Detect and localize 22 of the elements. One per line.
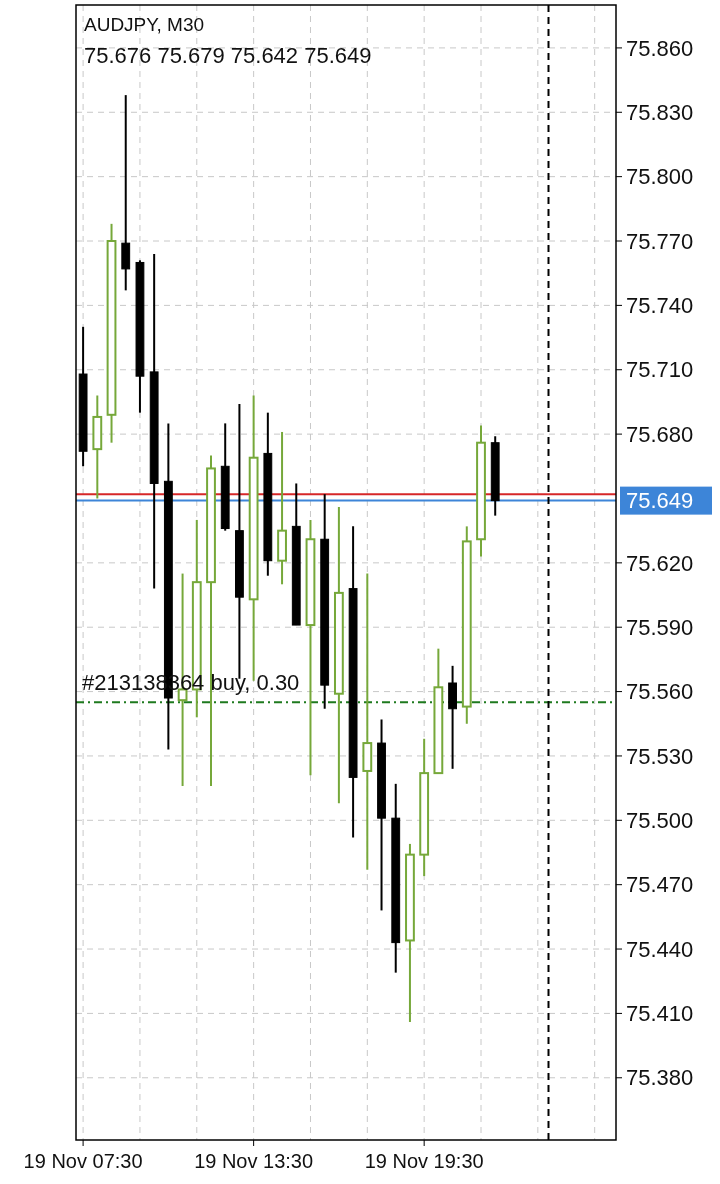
x-tick-label: 19 Nov 07:30 [23, 1150, 143, 1172]
x-tick-label: 19 Nov 19:30 [364, 1150, 484, 1172]
y-tick-label: 75.500 [626, 808, 694, 834]
y-tick-label: 75.590 [626, 614, 694, 640]
y-tick-label: 75.710 [626, 357, 694, 383]
y-tick-label: 75.740 [626, 293, 694, 319]
y-tick-label: 75.680 [626, 421, 694, 447]
x-tick-label: 19 Nov 13:30 [194, 1150, 314, 1172]
y-tick-label: 75.530 [626, 743, 694, 769]
y-tick-label: 75.410 [626, 1001, 694, 1027]
y-tick-label: 75.620 [626, 550, 694, 576]
y-tick-label: 75.470 [626, 872, 694, 898]
text: 75.676 75.679 75.642 75.649 [84, 43, 372, 68]
y-tick-label: 75.800 [626, 164, 694, 190]
y-tick-label: 75.440 [626, 936, 694, 962]
y-tick-label: 75.380 [626, 1065, 694, 1091]
y-tick-label: 75.560 [626, 679, 694, 705]
y-tick-label: 75.830 [626, 99, 694, 125]
ref-line-label: 75.649 [626, 488, 694, 514]
text: AUDJPY, M30 [84, 14, 205, 35]
y-tick-label: 75.860 [626, 35, 694, 61]
y-tick-label: 75.770 [626, 228, 694, 254]
